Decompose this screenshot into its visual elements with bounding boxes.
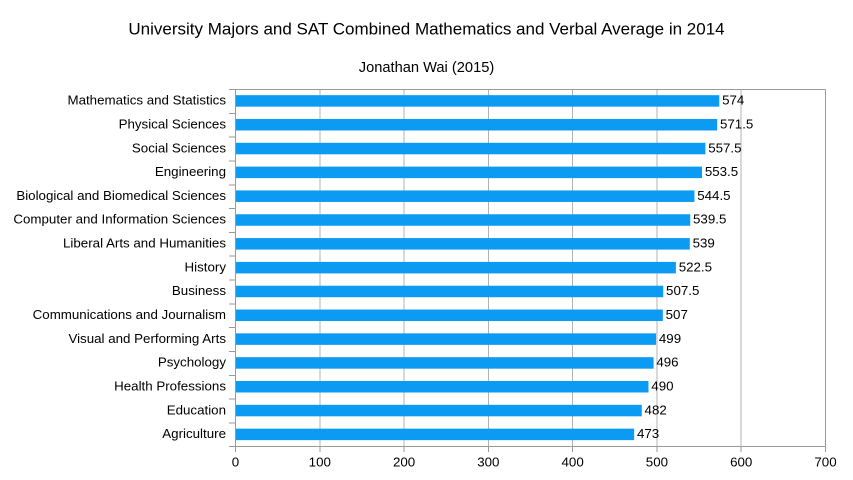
svg-text:University Majors and SAT Comb: University Majors and SAT Combined Mathe… (128, 19, 724, 38)
svg-text:539.5: 539.5 (693, 212, 726, 227)
svg-text:544.5: 544.5 (697, 188, 730, 203)
svg-text:571.5: 571.5 (720, 116, 753, 131)
svg-text:507: 507 (666, 307, 688, 322)
svg-text:Agriculture: Agriculture (162, 426, 226, 441)
svg-text:574: 574 (722, 93, 745, 108)
svg-text:522.5: 522.5 (679, 259, 712, 274)
svg-text:496: 496 (656, 355, 678, 370)
svg-text:Social Sciences: Social Sciences (132, 140, 226, 155)
svg-text:539: 539 (693, 236, 715, 251)
svg-text:Business: Business (172, 283, 226, 298)
svg-text:Psychology: Psychology (158, 355, 226, 370)
svg-text:Physical Sciences: Physical Sciences (119, 116, 227, 131)
svg-text:Jonathan Wai (2015): Jonathan Wai (2015) (359, 60, 495, 76)
svg-text:499: 499 (659, 331, 681, 346)
svg-text:Health Professions: Health Professions (114, 378, 226, 393)
svg-text:Communications and Journalism: Communications and Journalism (33, 307, 226, 322)
svg-text:Visual and Performing Arts: Visual and Performing Arts (68, 331, 226, 346)
svg-text:507.5: 507.5 (666, 283, 699, 298)
svg-text:Mathematics and Statistics: Mathematics and Statistics (67, 93, 226, 108)
svg-text:553.5: 553.5 (705, 164, 738, 179)
svg-text:600: 600 (730, 454, 752, 469)
svg-text:700: 700 (814, 454, 836, 469)
svg-text:Biological and Biomedical Scie: Biological and Biomedical Sciences (16, 188, 226, 203)
svg-text:490: 490 (651, 378, 673, 393)
svg-text:300: 300 (477, 454, 499, 469)
svg-text:400: 400 (562, 454, 584, 469)
svg-text:Education: Education (167, 402, 226, 417)
svg-text:0: 0 (232, 454, 239, 469)
svg-text:473: 473 (637, 426, 659, 441)
svg-text:557.5: 557.5 (708, 140, 741, 155)
svg-text:500: 500 (646, 454, 668, 469)
svg-text:100: 100 (309, 454, 331, 469)
svg-text:Engineering: Engineering (155, 164, 226, 179)
svg-text:482: 482 (645, 402, 667, 417)
svg-text:Liberal Arts and Humanities: Liberal Arts and Humanities (63, 236, 226, 251)
svg-text:History: History (185, 259, 227, 274)
svg-text:200: 200 (393, 454, 415, 469)
svg-text:Computer and Information Scien: Computer and Information Sciences (13, 212, 226, 227)
